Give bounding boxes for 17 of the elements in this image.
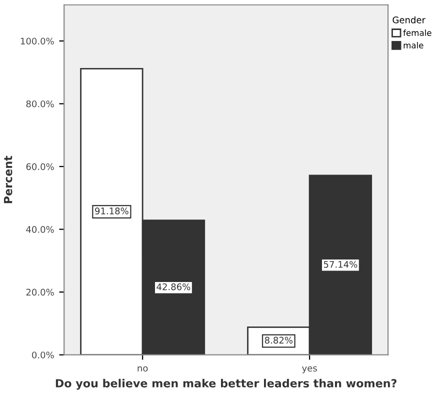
data-label: 91.18% [95, 208, 128, 214]
data-label: 57.14% [324, 260, 358, 268]
x-tick-label: no [138, 366, 148, 372]
data-label: 8.82% [264, 336, 293, 344]
y-tick-label: 100.0% [20, 38, 54, 45]
legend-label: male [404, 42, 424, 48]
data-label: 42.86% [156, 283, 190, 290]
y-tick-label: 40.0% [26, 226, 54, 233]
legend-label: female [403, 30, 432, 36]
y-tick-label: 80.0% [26, 100, 54, 108]
y-tick-label: 0.0% [32, 352, 54, 358]
y-tick-label: 20.0% [26, 288, 54, 296]
legend-title: Gender [392, 16, 426, 24]
y-axis-title: Percent [4, 156, 12, 204]
x-tick-label: yes [302, 366, 317, 374]
x-axis-title: Do you believe men make better leaders than women? [56, 378, 396, 390]
y-tick-label: 60.0% [26, 163, 54, 170]
